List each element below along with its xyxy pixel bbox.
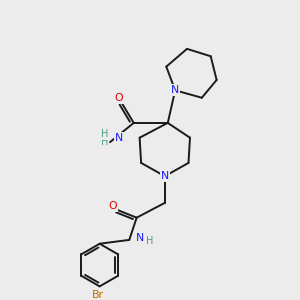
- Text: N: N: [161, 171, 169, 181]
- Text: N: N: [115, 133, 124, 143]
- Text: H: H: [146, 236, 154, 246]
- Text: N: N: [171, 85, 179, 95]
- Text: H: H: [101, 129, 109, 139]
- Text: N: N: [136, 233, 144, 243]
- Text: O: O: [115, 93, 123, 103]
- Text: Br: Br: [92, 290, 104, 300]
- Text: O: O: [109, 201, 117, 211]
- Text: H: H: [101, 137, 109, 147]
